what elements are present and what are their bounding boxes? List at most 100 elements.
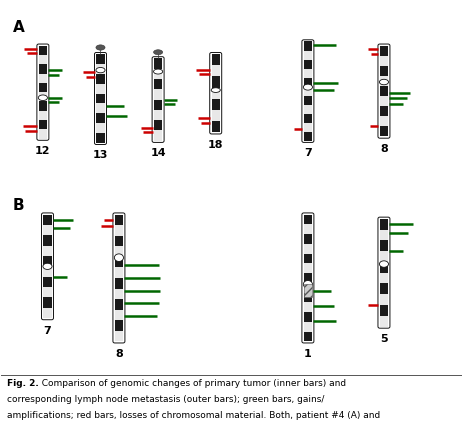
- Text: corresponding lymph node metastasis (outer bars); green bars, gains/: corresponding lymph node metastasis (out…: [7, 395, 324, 404]
- Bar: [211, 65, 220, 76]
- Bar: [380, 116, 388, 126]
- Text: 7: 7: [44, 326, 51, 336]
- Bar: [380, 126, 388, 136]
- Text: 14: 14: [150, 148, 166, 159]
- Bar: [304, 224, 312, 234]
- Ellipse shape: [38, 95, 47, 101]
- Bar: [115, 246, 123, 257]
- Bar: [115, 257, 123, 267]
- Bar: [43, 287, 52, 297]
- Bar: [154, 69, 162, 79]
- Ellipse shape: [43, 263, 52, 269]
- Bar: [380, 262, 388, 273]
- Bar: [39, 92, 47, 102]
- Bar: [304, 132, 312, 141]
- Bar: [304, 123, 312, 132]
- Bar: [304, 302, 312, 312]
- Text: 18: 18: [208, 140, 223, 150]
- Bar: [304, 273, 312, 283]
- Text: 1: 1: [304, 349, 312, 359]
- Bar: [154, 120, 162, 130]
- Bar: [154, 89, 162, 99]
- Bar: [43, 308, 52, 318]
- Bar: [39, 83, 47, 92]
- Ellipse shape: [96, 45, 105, 50]
- Bar: [211, 54, 220, 65]
- Bar: [304, 68, 312, 78]
- Bar: [380, 273, 388, 283]
- Bar: [43, 277, 52, 287]
- Bar: [211, 99, 220, 110]
- Bar: [380, 294, 388, 305]
- Bar: [96, 103, 105, 113]
- Bar: [154, 58, 162, 69]
- Bar: [380, 283, 388, 294]
- Bar: [304, 113, 312, 123]
- Bar: [304, 105, 312, 113]
- Bar: [304, 87, 312, 96]
- Bar: [380, 241, 388, 251]
- Bar: [96, 54, 105, 64]
- Bar: [304, 234, 312, 244]
- Text: 12: 12: [35, 146, 51, 156]
- Bar: [39, 46, 47, 55]
- Bar: [96, 113, 105, 123]
- Bar: [115, 289, 123, 299]
- Text: 5: 5: [380, 334, 388, 344]
- Bar: [304, 244, 312, 254]
- Bar: [115, 236, 123, 246]
- Bar: [211, 110, 220, 121]
- Ellipse shape: [303, 84, 312, 90]
- Bar: [96, 84, 105, 94]
- Bar: [43, 235, 52, 246]
- Bar: [211, 121, 220, 132]
- Ellipse shape: [154, 69, 163, 74]
- Bar: [380, 219, 388, 230]
- Bar: [154, 110, 162, 120]
- Bar: [304, 215, 312, 224]
- Bar: [115, 225, 123, 236]
- Ellipse shape: [303, 280, 312, 288]
- Ellipse shape: [114, 254, 124, 261]
- Text: 8: 8: [380, 144, 388, 154]
- Bar: [115, 309, 123, 320]
- Bar: [211, 76, 220, 88]
- Bar: [380, 96, 388, 106]
- Bar: [304, 60, 312, 68]
- Bar: [304, 254, 312, 264]
- Bar: [380, 76, 388, 86]
- Bar: [380, 251, 388, 262]
- Bar: [380, 56, 388, 66]
- Bar: [96, 94, 105, 103]
- Bar: [304, 42, 312, 51]
- Bar: [39, 111, 47, 120]
- Bar: [115, 215, 123, 225]
- Bar: [380, 46, 388, 56]
- Text: Fig. 2.: Fig. 2.: [7, 379, 39, 388]
- Ellipse shape: [96, 68, 105, 73]
- Text: B: B: [13, 198, 25, 213]
- Bar: [39, 64, 47, 74]
- Bar: [43, 246, 52, 256]
- Text: A: A: [13, 20, 25, 35]
- Bar: [115, 267, 123, 278]
- Bar: [39, 120, 47, 129]
- Ellipse shape: [379, 79, 389, 85]
- Bar: [39, 102, 47, 111]
- Bar: [380, 305, 388, 316]
- Bar: [43, 225, 52, 235]
- Bar: [304, 283, 312, 292]
- Bar: [96, 64, 105, 74]
- Bar: [211, 88, 220, 99]
- Ellipse shape: [154, 50, 163, 55]
- Bar: [304, 322, 312, 332]
- Text: amplifications; red bars, losses of chromosomal material. Both, patient #4 (A) a: amplifications; red bars, losses of chro…: [7, 411, 380, 420]
- Bar: [304, 51, 312, 60]
- Bar: [96, 74, 105, 84]
- Bar: [380, 86, 388, 96]
- Bar: [154, 130, 162, 141]
- Bar: [96, 133, 105, 143]
- Bar: [43, 266, 52, 277]
- Bar: [304, 78, 312, 87]
- Bar: [115, 331, 123, 341]
